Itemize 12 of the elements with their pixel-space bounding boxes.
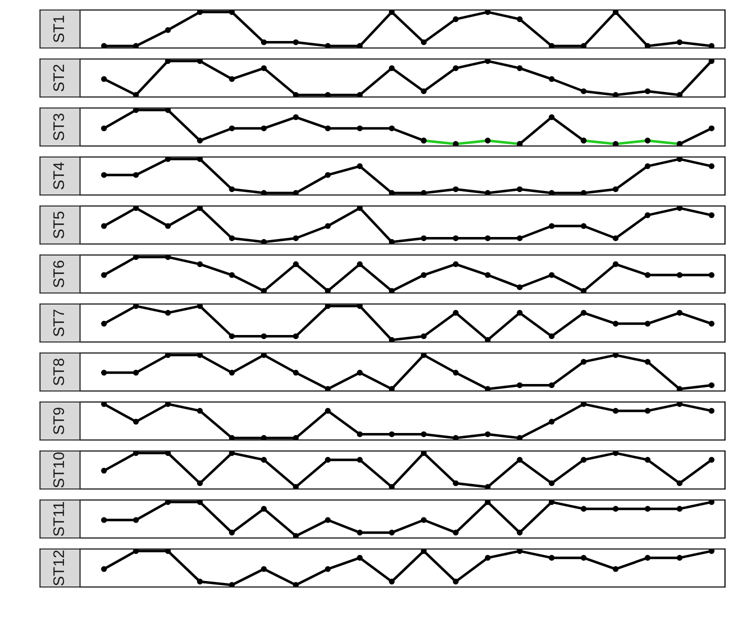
text: ST4: [53, 162, 64, 190]
text: ST3: [53, 114, 64, 140]
text: ST12: [53, 550, 64, 586]
text: ST2: [53, 64, 64, 92]
text: ST11: [53, 502, 64, 536]
text: ST6: [53, 260, 64, 288]
text: ST10: [53, 452, 64, 488]
text: ST9: [53, 408, 64, 434]
text: ST1: [53, 16, 64, 42]
text: ST8: [53, 358, 64, 386]
text: ST7: [53, 310, 64, 336]
text: ST5: [53, 212, 64, 238]
